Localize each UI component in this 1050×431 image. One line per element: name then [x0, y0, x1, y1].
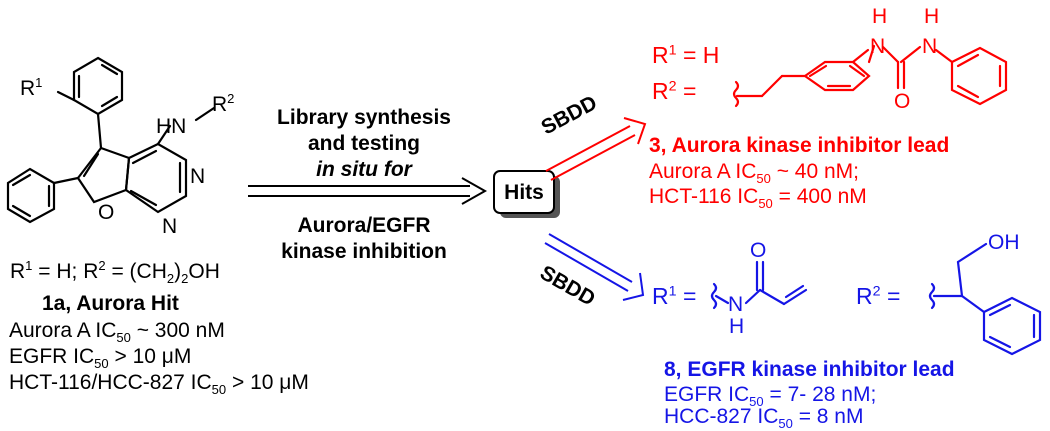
middle-line-1: Library synthesis [277, 106, 451, 129]
egfr-lead-title: 8, EGFR kinase inhibitor lead [664, 358, 955, 381]
egfr-lead-line-2: HCC-827 IC50 = 8 nM [664, 405, 864, 431]
middle-line-3: in situ for [316, 158, 412, 181]
hit-structure [6, 56, 216, 224]
egfr-r2-structure [928, 242, 1042, 356]
aurora-atom-h1: H [872, 5, 888, 28]
aurora-atom-o: O [894, 90, 911, 113]
aurora-atom-n2: N [922, 35, 938, 58]
aurora-lead-title: 3, Aurora kinase inhibitor lead [649, 134, 950, 157]
aurora-r2-label: R2 = [652, 78, 697, 104]
middle-line-4: Aurora/EGFR [297, 214, 431, 237]
hit-data-line-2: EGFR IC50 > 10 μM [9, 345, 192, 372]
egfr-lead-line-1: EGFR IC50 = 7- 28 nM; [664, 383, 877, 410]
sbdd-arrow-top [545, 117, 647, 181]
hit-n-top: N [190, 165, 206, 188]
aurora-lead-structure [732, 44, 1008, 108]
hit-substituents: R1 = H; R2 = (CH2)2OH [10, 258, 220, 287]
middle-line-5: kinase inhibition [281, 240, 447, 263]
hit-n-bottom: N [162, 215, 178, 238]
egfr-atom-oh: OH [988, 231, 1020, 254]
sbdd-arrow-bottom [544, 233, 645, 301]
aurora-lead-line-1: Aurora A IC50 ~ 40 nM; [649, 160, 860, 187]
egfr-atom-o: O [750, 239, 767, 262]
hits-box [493, 170, 560, 218]
aurora-atom-h2: H [924, 5, 940, 28]
aurora-atom-n1: N [870, 35, 886, 58]
aurora-lead-line-2: HCT-116 IC50 = 400 nM [649, 185, 867, 212]
egfr-r1-structure [710, 260, 808, 310]
hit-data-line-3: HCT-116/HCC-827 IC50 > 10 μM [9, 371, 309, 398]
hit-caption: 1a, Aurora Hit [42, 292, 179, 315]
hit-r2-label: R2 [212, 91, 235, 116]
hits-label: Hits [504, 181, 544, 204]
main-arrow [248, 177, 488, 205]
aurora-r1-label: R1 = H [652, 42, 720, 68]
egfr-atom-h: H [729, 315, 745, 338]
egfr-atom-n: N [728, 293, 744, 316]
hit-r1-label: R1 [20, 75, 43, 100]
hit-hn-label: HN [156, 115, 187, 138]
hit-data-line-1: Aurora A IC50 ~ 300 nM [9, 319, 225, 346]
egfr-r2-label: R2 = [856, 283, 901, 309]
middle-line-2: and testing [307, 132, 420, 155]
egfr-r1-label: R1 = [652, 283, 697, 309]
hit-o-label: O [98, 201, 115, 224]
